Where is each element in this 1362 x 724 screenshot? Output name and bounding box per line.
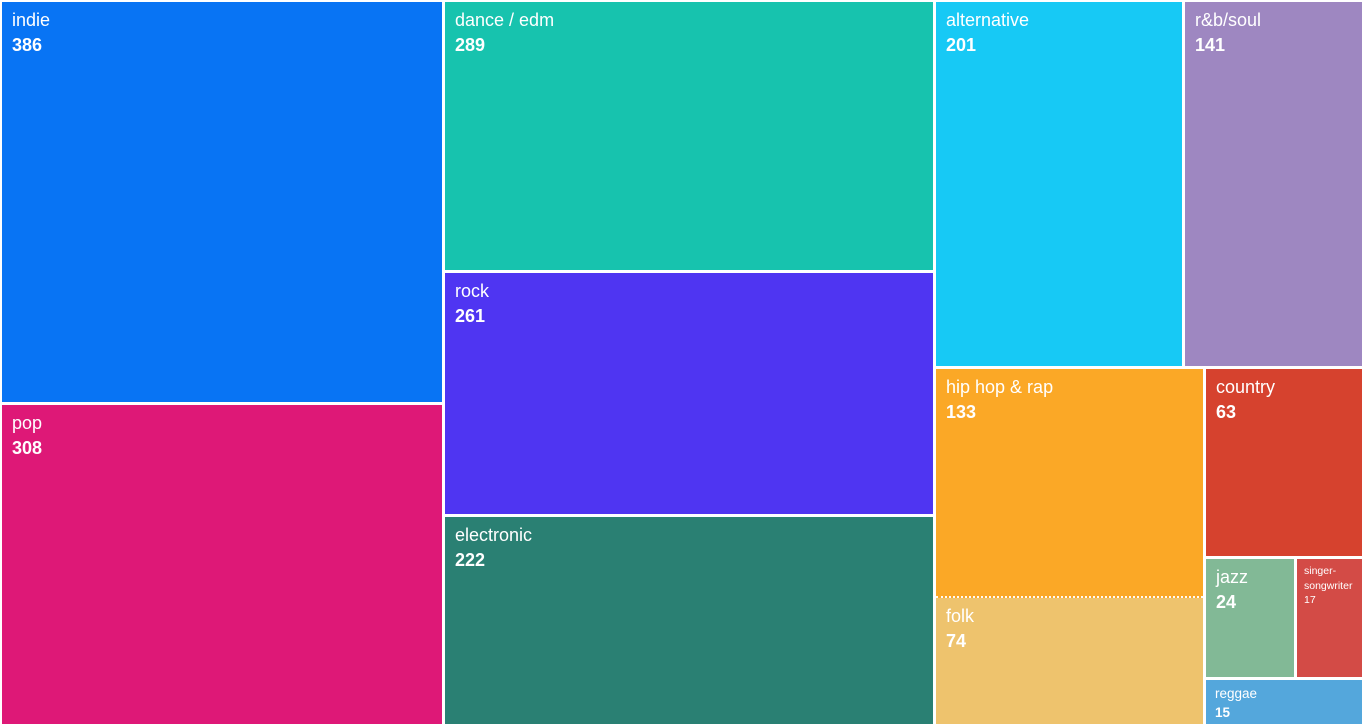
tile-label: alternative [946,10,1030,30]
tile-value: 141 [1195,35,1226,55]
tile-label: electronic [455,525,533,545]
tile-value: 201 [946,35,977,55]
tile-value: 386 [12,35,43,55]
tile-value: 24 [1216,592,1237,612]
tile-value: 308 [12,438,43,458]
tile-value: 74 [946,631,967,651]
tile-value: 289 [455,35,486,55]
tile-label: singer-songwriter [1304,565,1353,592]
treemap-tile-reggae[interactable]: reggae 15 [1206,680,1362,724]
tile-value: 222 [455,550,486,570]
tile-label: jazz [1216,567,1249,587]
treemap-tile-singer-songwriter[interactable]: singer-songwriter 17 [1297,559,1362,677]
treemap-tile-dance-edm[interactable]: dance / edm 289 [445,2,933,270]
tile-label: indie [12,10,51,30]
treemap-tile-country[interactable]: country 63 [1206,369,1362,556]
tile-label: rock [455,281,490,301]
treemap-tile-hip-hop-rap[interactable]: hip hop & rap 133 [936,369,1203,598]
treemap-tile-rock[interactable]: rock 261 [445,273,933,514]
tile-label: folk [946,606,975,626]
tile-label: dance / edm [455,10,555,30]
tile-label: r&b/soul [1195,10,1262,30]
treemap-tile-folk[interactable]: folk 74 [936,598,1203,724]
treemap-tile-alternative[interactable]: alternative 201 [936,2,1182,366]
tile-value: 133 [946,402,977,422]
treemap-tile-electronic[interactable]: electronic 222 [445,517,933,724]
tile-label: pop [12,413,43,433]
treemap-tile-r-b-soul[interactable]: r&b/soul 141 [1185,2,1362,366]
treemap-tile-indie[interactable]: indie 386 [2,2,442,402]
tile-label: reggae [1215,686,1258,701]
tile-value: 15 [1215,705,1231,720]
tile-value: 63 [1216,402,1237,422]
tile-value: 17 [1304,594,1316,606]
tile-label: country [1216,377,1276,397]
tile-value: 261 [455,306,486,326]
treemap-tile-pop[interactable]: pop 308 [2,405,442,724]
tile-label: hip hop & rap [946,377,1054,397]
treemap-tile-jazz[interactable]: jazz 24 [1206,559,1294,677]
